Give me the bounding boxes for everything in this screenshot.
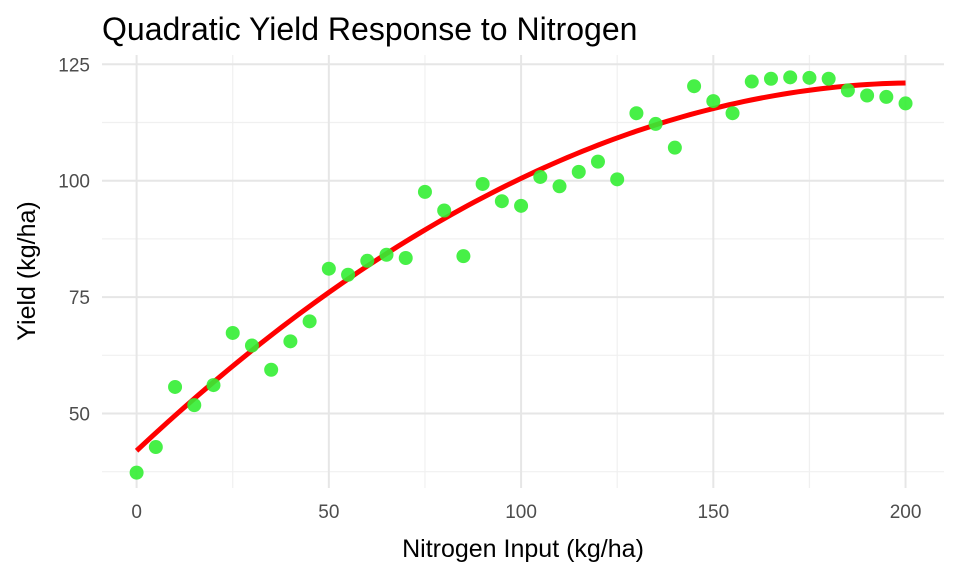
data-point [667,140,682,155]
data-point [571,164,586,179]
y-tick-label: 100 [58,172,90,193]
data-point [341,267,356,282]
data-point [187,398,202,413]
y-axis-title: Yield (kg/ha) [13,201,41,340]
data-point [725,106,740,121]
data-point [494,194,509,209]
x-tick-label: 150 [697,502,729,523]
y-tick-label: 125 [58,55,90,76]
data-point [898,96,913,111]
data-point [475,176,490,191]
data-point [783,70,798,85]
data-point [148,440,163,455]
data-point [879,89,894,104]
data-point [264,362,279,377]
data-point [860,88,875,103]
data-point [744,74,759,89]
y-tick-label: 50 [69,405,90,426]
data-point [206,378,221,393]
data-point [706,94,721,109]
data-point [302,314,317,329]
data-point [648,116,663,131]
data-point [552,179,567,194]
data-point [456,249,471,264]
chart-title: Quadratic Yield Response to Nitrogen [102,11,637,47]
data-point [840,83,855,98]
data-point [590,154,605,169]
data-point [283,334,298,349]
data-point [629,106,644,121]
data-point [802,70,817,85]
data-point [360,253,375,268]
data-point [244,338,259,353]
data-point [129,465,144,480]
grid [102,55,944,488]
data-point [379,247,394,262]
fit-line [134,80,906,453]
data-point [417,184,432,199]
x-axis-title: Nitrogen Input (kg/ha) [402,535,644,563]
data-point [398,250,413,265]
data-point [763,71,778,86]
x-tick-label: 0 [131,502,142,523]
data-points [129,70,913,480]
y-tick-label: 75 [69,288,90,309]
data-point [225,325,240,340]
data-point [533,169,548,184]
x-tick-label: 50 [318,502,339,523]
x-tick-label: 200 [890,502,922,523]
tick-labels: 0 50 100 150 200 50 75 100 125 [58,55,921,523]
x-tick-label: 100 [505,502,537,523]
data-point [437,203,452,218]
data-point [610,172,625,187]
data-point [514,198,529,213]
fit-line-layer [134,80,906,453]
data-point [687,79,702,94]
data-point [321,261,336,276]
data-point [821,71,836,86]
data-point [168,379,183,394]
